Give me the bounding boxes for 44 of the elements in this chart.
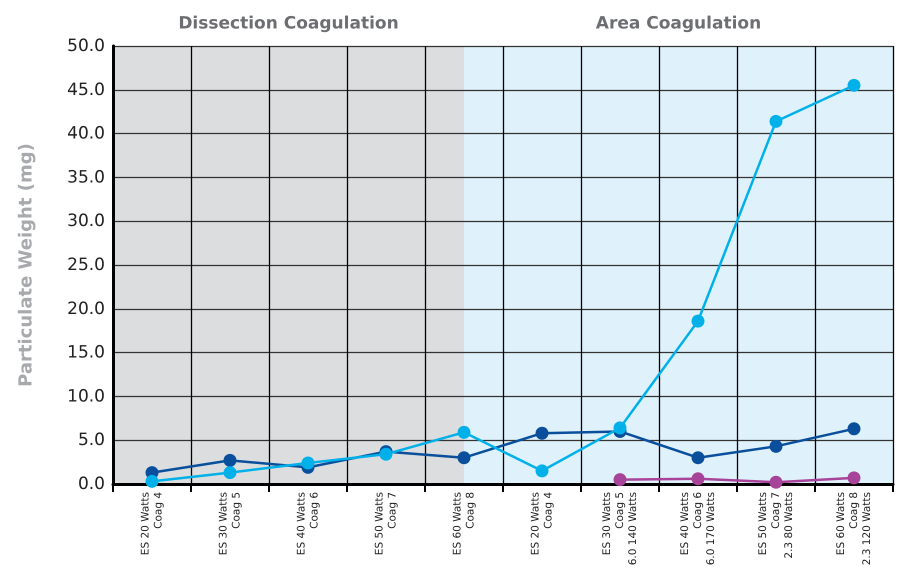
point [224,454,236,467]
x-tick-label: ES 30 Watts Coag 5 6.0 140 Watts [601,492,639,566]
x-tick-label: ES 30 Watts Coag 5 [218,492,242,556]
y-tick-label: 20.0 [67,298,105,319]
point [770,440,782,453]
x-tick-label: ES 50 Watts Coag 7 [374,492,398,556]
band-label: Dissection Coagulation [178,14,399,34]
point [770,476,782,489]
x-tick-label: ES 60 Watts Coag 8 2.3 120 Watts [835,492,873,566]
x-tick-label: ES 60 Watts Coag 8 [452,492,476,556]
point [692,451,704,464]
band-label: Area Coagulation [596,14,762,34]
y-axis-title: Particulate Weight (mg) [16,143,36,387]
point [146,474,158,488]
point [536,426,548,440]
y-tick-label: 35.0 [67,167,105,188]
y-tick-label: 50.0 [67,36,105,56]
x-tick-label: ES 20 Watts Coag 4 [140,492,164,556]
x-tick-label: ES 40 Watts Coag 6 [296,492,320,556]
y-tick-label: 40.0 [67,124,105,144]
y-tick-label: 25.0 [67,255,105,275]
point [614,473,626,486]
point [458,451,470,464]
x-tick-label: ES 50 Watts Coag 7 2.3 80 Watts [757,492,795,559]
point [848,471,860,484]
point [770,114,782,128]
point [224,466,236,480]
point [380,448,392,461]
point [302,456,314,470]
y-tick-label: 30.0 [67,211,105,232]
x-tick-label: ES 20 Watts Coag 4 [530,492,554,556]
y-tick-label: 45.0 [67,80,105,100]
y-tick-label: 0.0 [78,474,105,494]
point [848,422,860,436]
point [536,464,548,478]
point [614,421,626,434]
point [458,426,470,439]
x-tick-label: ES 40 Watts Coag 6 6.0 170 Watts [679,492,717,566]
y-tick-label: 5.0 [78,430,105,450]
y-tick-label: 10.0 [67,386,105,406]
point [848,78,860,92]
point [692,472,704,486]
y-tick-label: 15.0 [67,342,105,363]
point [692,314,704,328]
